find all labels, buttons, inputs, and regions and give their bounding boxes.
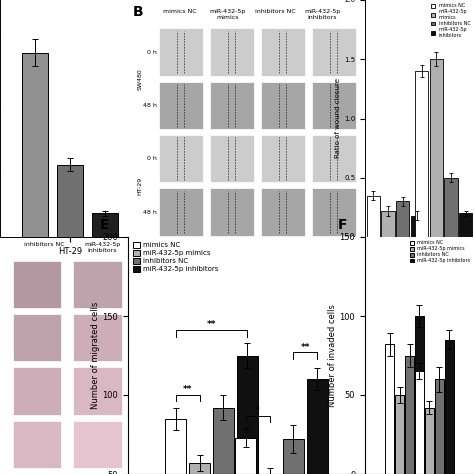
Bar xyxy=(405,356,414,474)
Text: **: ** xyxy=(183,385,192,394)
Bar xyxy=(312,135,356,182)
Bar xyxy=(159,28,203,76)
Bar xyxy=(261,189,304,236)
Text: 48 h: 48 h xyxy=(143,210,156,215)
Bar xyxy=(395,395,404,474)
Text: *: * xyxy=(255,406,260,415)
Text: miR-432-5p
mimics: miR-432-5p mimics xyxy=(210,9,246,20)
Text: **: ** xyxy=(207,320,216,329)
Bar xyxy=(312,28,356,76)
Bar xyxy=(210,82,254,129)
Text: inhibitors NC: inhibitors NC xyxy=(255,9,295,15)
Bar xyxy=(159,135,203,182)
Bar xyxy=(235,438,256,474)
Bar xyxy=(73,367,121,415)
Bar xyxy=(189,463,210,474)
Text: 48 h: 48 h xyxy=(143,103,156,108)
Bar xyxy=(430,59,443,237)
Text: 0 h: 0 h xyxy=(146,50,156,55)
Legend: mimics NC, miR-432-5p mimics, inhibitors NC, miR-432-5p inhibitors: mimics NC, miR-432-5p mimics, inhibitors… xyxy=(131,240,219,273)
Bar xyxy=(261,28,304,76)
Bar xyxy=(283,439,304,474)
Text: inhibitors NC: inhibitors NC xyxy=(25,242,65,247)
Bar xyxy=(445,178,457,237)
Bar xyxy=(73,421,121,468)
Bar xyxy=(385,345,394,474)
Legend: mimics NC, miR-432-5p mimics, inhibitors NC, miR-432-5p inhibitors: mimics NC, miR-432-5p mimics, inhibitors… xyxy=(409,239,472,264)
Bar xyxy=(415,71,428,237)
Bar xyxy=(57,164,82,237)
Bar xyxy=(435,379,444,474)
Bar xyxy=(415,371,424,474)
Bar xyxy=(210,135,254,182)
Text: miR-432-5p
inhibitors: miR-432-5p inhibitors xyxy=(84,242,120,253)
Legend: mimics NC, miR-432-5p
mimics, inhibitors NC, miR-432-5p
inhibitors: mimics NC, miR-432-5p mimics, inhibitors… xyxy=(430,2,472,39)
Bar xyxy=(159,82,203,129)
Bar xyxy=(213,408,234,474)
Text: B: B xyxy=(133,5,143,19)
Bar xyxy=(445,340,454,474)
Bar xyxy=(261,135,304,182)
Text: E: E xyxy=(100,218,109,232)
Bar xyxy=(13,261,62,308)
Y-axis label: Number of invaded cells: Number of invaded cells xyxy=(328,304,337,407)
Text: HT-29: HT-29 xyxy=(137,176,142,195)
Bar xyxy=(410,216,424,237)
Bar xyxy=(307,379,328,474)
Y-axis label: Number of migrated cells: Number of migrated cells xyxy=(91,302,100,409)
Bar xyxy=(237,356,258,474)
Bar xyxy=(425,408,434,474)
Bar xyxy=(312,82,356,129)
Bar xyxy=(261,82,304,129)
Bar xyxy=(396,201,409,237)
Bar xyxy=(22,53,48,237)
Bar xyxy=(312,189,356,236)
Text: miR-432-5p
inhibitors: miR-432-5p inhibitors xyxy=(304,9,340,20)
Bar xyxy=(73,261,121,308)
Y-axis label: Ratio of wound closure: Ratio of wound closure xyxy=(335,79,341,158)
Text: SW480: SW480 xyxy=(137,68,142,90)
Bar xyxy=(415,316,424,474)
Bar xyxy=(13,421,62,468)
Bar xyxy=(165,419,186,474)
Text: **: ** xyxy=(301,343,310,352)
Bar xyxy=(210,28,254,76)
Bar xyxy=(13,314,62,361)
Bar xyxy=(459,213,472,237)
Bar xyxy=(210,189,254,236)
Bar xyxy=(92,213,118,237)
Bar xyxy=(382,211,394,237)
Text: mimics NC: mimics NC xyxy=(164,9,197,15)
Bar xyxy=(159,189,203,236)
Text: F: F xyxy=(337,218,347,232)
Bar xyxy=(367,195,380,237)
Bar xyxy=(13,367,62,415)
Bar xyxy=(73,314,121,361)
Text: 0 h: 0 h xyxy=(146,156,156,161)
